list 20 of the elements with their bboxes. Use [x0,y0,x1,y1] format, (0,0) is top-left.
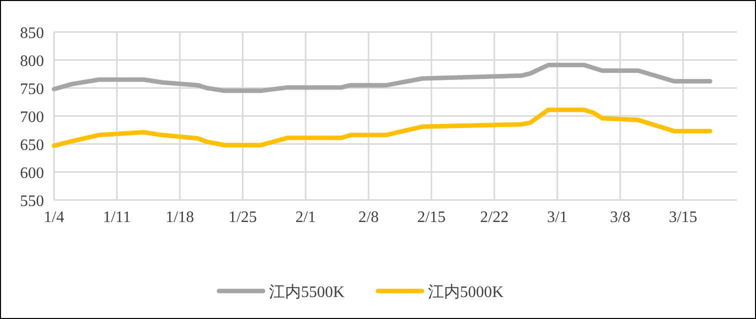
x-tick-label: 3/1 [547,209,568,226]
y-tick-label: 800 [20,53,44,70]
x-tick-label: 2/15 [417,209,446,226]
x-tick-label: 2/1 [295,209,316,226]
y-tick-label: 700 [20,109,44,126]
x-tick-label: 1/25 [228,209,257,226]
x-tick-label: 3/15 [668,209,698,226]
x-tick-label: 1/18 [166,209,194,226]
x-tick-label: 1/4 [44,209,64,226]
x-tick-label: 3/8 [610,209,630,226]
y-tick-label: 750 [20,81,44,98]
y-tick-label: 850 [20,25,44,42]
x-tick-label: 1/11 [102,209,131,226]
x-tick-label: 2/22 [480,209,509,226]
x-tick-label: 2/8 [358,209,379,226]
legend-label: 江内5000K [428,283,504,301]
y-tick-label: 600 [20,165,44,182]
legend-label: 江内5500K [269,283,345,301]
y-tick-label: 650 [20,137,44,154]
y-tick-label: 550 [20,193,44,210]
